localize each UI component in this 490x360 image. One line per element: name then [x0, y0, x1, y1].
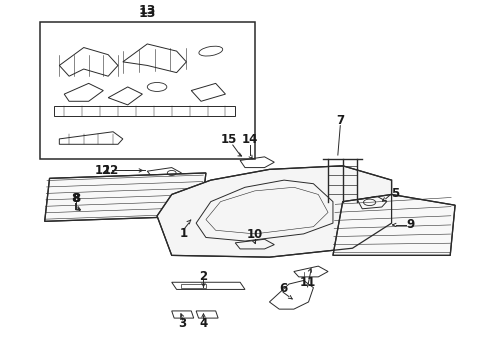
Text: 13: 13 — [139, 7, 156, 20]
Text: 7: 7 — [336, 114, 344, 127]
Text: 2: 2 — [199, 270, 208, 283]
Bar — [40, 22, 255, 159]
Text: 11: 11 — [299, 276, 316, 289]
Text: 15: 15 — [221, 134, 238, 147]
Polygon shape — [45, 173, 206, 221]
Text: 13: 13 — [139, 4, 156, 17]
Text: 12: 12 — [103, 164, 119, 177]
Text: 14: 14 — [242, 134, 258, 147]
Text: 6: 6 — [279, 282, 287, 295]
Text: 9: 9 — [406, 219, 414, 231]
Polygon shape — [333, 194, 455, 255]
Text: 8: 8 — [72, 192, 79, 205]
Text: 4: 4 — [199, 317, 208, 330]
Polygon shape — [157, 166, 392, 257]
Text: 10: 10 — [246, 228, 263, 241]
Text: 8: 8 — [73, 192, 80, 204]
Text: 3: 3 — [178, 317, 187, 330]
Text: 5: 5 — [392, 187, 400, 200]
Text: 12: 12 — [94, 164, 110, 177]
Text: 1: 1 — [180, 227, 188, 240]
